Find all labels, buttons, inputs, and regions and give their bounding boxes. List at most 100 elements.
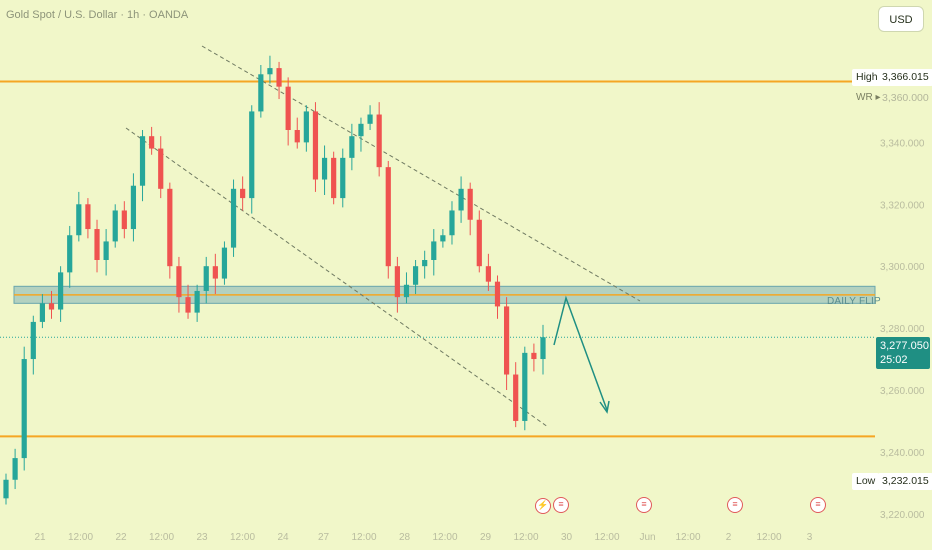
candle-body — [76, 204, 82, 236]
us-flag-icon[interactable]: ≡ — [727, 497, 743, 513]
wr-value: 3,360.000 — [882, 92, 929, 104]
x-tick-label: 12:00 — [149, 532, 174, 543]
y-tick-label: 3,220.000 — [880, 510, 925, 521]
candle-body — [221, 247, 228, 279]
x-tick-label: 2 — [726, 532, 732, 543]
candle-body — [422, 260, 428, 267]
candle-body — [458, 188, 464, 211]
candle-body — [212, 266, 218, 279]
candle-body — [312, 111, 319, 180]
x-tick-label: 27 — [318, 532, 330, 543]
daily-flip-zone — [13, 285, 876, 304]
x-tick-label: 12:00 — [68, 532, 93, 543]
zone-label: DAILY FLIP — [827, 296, 881, 307]
candle-body — [331, 157, 337, 199]
candle-body — [176, 266, 182, 298]
candle-body — [467, 188, 473, 220]
candle-body — [494, 281, 501, 307]
candle-body — [85, 204, 91, 230]
candle-body — [367, 114, 373, 124]
candle-body — [149, 136, 155, 149]
lower-trendline — [125, 127, 549, 428]
last-price-value: 3,277.050 — [880, 340, 929, 352]
candle-body — [240, 188, 246, 199]
candle-body — [203, 266, 209, 291]
candle-body — [158, 148, 164, 189]
trend-channel — [125, 45, 641, 428]
candle-body — [258, 74, 264, 112]
candle-body — [285, 86, 291, 130]
candle-body — [30, 321, 36, 360]
candle-body — [230, 188, 237, 248]
high-value: 3,366.015 — [878, 69, 932, 86]
candle-body — [121, 210, 127, 230]
candle-body — [267, 68, 273, 75]
y-tick-label: 3,340.000 — [880, 138, 925, 149]
y-tick-label: 3,300.000 — [880, 262, 925, 273]
flash-icon[interactable]: ⚡ — [535, 498, 551, 514]
projection-arrowhead — [599, 400, 610, 414]
candle-body — [112, 210, 118, 242]
us-flag-icon[interactable]: ≡ — [810, 497, 826, 513]
candle-body — [94, 229, 100, 260]
candle-body — [321, 157, 328, 180]
candle-body — [349, 136, 355, 158]
x-tick-label: 24 — [277, 532, 289, 543]
x-tick-label: 3 — [807, 532, 813, 543]
candle-body — [449, 210, 455, 236]
x-tick-label: 23 — [196, 532, 208, 543]
us-flag-icon[interactable]: ≡ — [636, 497, 652, 513]
x-tick-label: 22 — [115, 532, 127, 543]
upper-trendline — [201, 45, 641, 302]
candle-body — [67, 235, 73, 273]
candle-body — [540, 337, 546, 360]
x-tick-label: 12:00 — [594, 532, 619, 543]
candle-body — [185, 297, 191, 313]
x-tick-label: 21 — [34, 532, 46, 543]
high-label: High — [852, 69, 882, 86]
candle-body — [412, 266, 419, 285]
us-flag-icon[interactable]: ≡ — [553, 497, 569, 513]
candle-body — [167, 188, 173, 267]
candle-body — [485, 266, 491, 282]
candle-body — [340, 157, 346, 199]
x-tick-label: 12:00 — [432, 532, 457, 543]
x-tick-label: 12:00 — [230, 532, 255, 543]
x-tick-label: 12:00 — [675, 532, 700, 543]
candle-body — [249, 111, 255, 199]
y-tick-label: 3,260.000 — [880, 386, 925, 397]
candle-body — [58, 272, 64, 310]
last-price-badge: 3,277.050 25:02 — [876, 337, 930, 369]
x-tick-label: Jun — [639, 532, 655, 543]
low-label: Low — [852, 473, 880, 490]
candle-body — [3, 479, 9, 499]
wr-text: WR — [856, 92, 873, 103]
currency-button[interactable]: USD — [878, 6, 924, 32]
projection-path — [553, 295, 608, 411]
candle-body — [294, 130, 300, 143]
candle-body — [440, 235, 446, 242]
candle-body — [139, 136, 146, 186]
candle-body — [21, 359, 27, 459]
y-tick-label: 3,280.000 — [880, 324, 925, 335]
x-tick-label: 29 — [480, 532, 492, 543]
candle-body — [103, 241, 109, 260]
x-tick-label: 12:00 — [513, 532, 538, 543]
candle-body — [431, 241, 437, 260]
level-lines — [0, 80, 875, 438]
candle-body — [513, 374, 519, 421]
x-tick-label: 28 — [399, 532, 411, 543]
candle-body — [476, 219, 482, 267]
candle-body — [531, 352, 537, 360]
x-tick-label: 12:00 — [756, 532, 781, 543]
x-axis: 21 12:00 22 12:00 23 12:00 24 27 12:00 28 12:00 29 1… — [34, 532, 812, 543]
candle-body — [130, 185, 137, 230]
y-tick-label: 3,320.000 — [880, 200, 925, 211]
candle-body — [394, 266, 400, 298]
candles-layer — [3, 55, 546, 505]
candle-body — [385, 167, 391, 267]
candle-body — [303, 111, 309, 143]
low-value: 3,232.015 — [878, 473, 932, 490]
